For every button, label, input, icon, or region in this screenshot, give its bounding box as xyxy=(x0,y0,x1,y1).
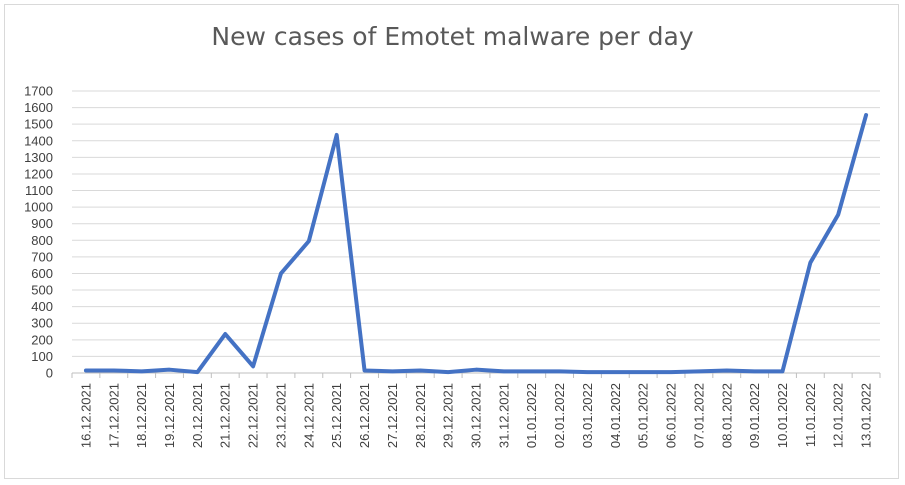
data-point xyxy=(864,113,868,117)
x-tick-label: 20.12.2021 xyxy=(190,383,205,448)
y-tick-label: 0 xyxy=(46,366,53,381)
data-point xyxy=(836,213,840,217)
x-tick-label: 01.01.2022 xyxy=(524,383,539,448)
data-point xyxy=(418,369,422,373)
data-point xyxy=(223,332,227,336)
series-layer xyxy=(83,113,869,375)
data-point xyxy=(112,369,116,373)
data-point xyxy=(84,369,88,373)
data-point xyxy=(168,368,172,372)
data-point xyxy=(585,370,589,374)
x-tick-label: 22.12.2021 xyxy=(246,383,261,448)
x-tick-label: 13.01.2022 xyxy=(859,383,874,448)
y-tick-label: 1100 xyxy=(25,183,53,198)
x-tick-label: 06.01.2022 xyxy=(664,383,679,448)
chart-title: New cases of Emotet malware per day xyxy=(211,22,694,51)
x-tick-label: 23.12.2021 xyxy=(273,383,288,448)
data-point xyxy=(697,369,701,373)
y-tick-label: 1600 xyxy=(24,100,53,115)
y-tick-label: 400 xyxy=(31,299,53,314)
data-point xyxy=(474,368,478,372)
x-tick-label: 27.12.2021 xyxy=(385,383,400,448)
x-tick-label: 24.12.2021 xyxy=(301,383,316,448)
x-tick-label: 21.12.2021 xyxy=(218,383,233,448)
y-tick-label: 100 xyxy=(31,349,53,364)
data-point xyxy=(446,370,450,374)
y-tick-label: 700 xyxy=(31,249,53,264)
x-tick-label: 17.12.2021 xyxy=(106,383,121,448)
x-tick-label: 09.01.2022 xyxy=(747,383,762,448)
data-point xyxy=(307,239,311,243)
x-tick-label: 18.12.2021 xyxy=(134,383,149,448)
data-point xyxy=(808,261,812,265)
data-point xyxy=(502,369,506,373)
gridlines xyxy=(72,90,880,374)
data-point xyxy=(558,369,562,373)
x-tick-label: 30.12.2021 xyxy=(469,383,484,448)
y-tick-label: 1400 xyxy=(24,133,53,148)
x-tick-label: 04.01.2022 xyxy=(608,383,623,448)
y-tick-label: 1300 xyxy=(24,150,53,165)
data-point xyxy=(613,370,617,374)
x-tick-label: 26.12.2021 xyxy=(357,383,372,448)
x-tick-label: 03.01.2022 xyxy=(580,383,595,448)
y-tick-label: 500 xyxy=(31,283,53,298)
x-tick-label: 25.12.2021 xyxy=(329,383,344,448)
y-tick-label: 800 xyxy=(31,233,53,248)
x-tick-label: 19.12.2021 xyxy=(162,383,177,448)
x-tick-label: 29.12.2021 xyxy=(441,383,456,448)
x-tick-label: 28.12.2021 xyxy=(413,383,428,448)
x-axis-ticks: 16.12.2021 17.12.2021 18.12.2021 19.12.2021… xyxy=(71,373,881,448)
data-point xyxy=(251,364,255,368)
data-point xyxy=(335,133,339,137)
series-line xyxy=(83,113,869,375)
x-tick-label: 12.01.2022 xyxy=(831,383,846,448)
chart-frame xyxy=(4,4,899,479)
x-tick-label: 16.12.2021 xyxy=(78,383,93,448)
x-tick-label: 05.01.2022 xyxy=(636,383,651,448)
data-point xyxy=(390,369,394,373)
y-tick-label: 1000 xyxy=(24,200,53,215)
data-point xyxy=(669,370,673,374)
y-tick-label: 1700 xyxy=(24,84,53,99)
data-point xyxy=(363,369,367,373)
x-tick-label: 08.01.2022 xyxy=(719,383,734,448)
data-point xyxy=(140,369,144,373)
y-tick-label: 900 xyxy=(31,216,53,231)
x-tick-label: 11.01.2022 xyxy=(803,383,818,447)
data-point xyxy=(279,271,283,275)
data-point xyxy=(195,370,199,374)
y-tick-label: 600 xyxy=(31,266,53,281)
data-point xyxy=(641,370,645,374)
x-tick-label: 07.01.2022 xyxy=(691,383,706,448)
data-point xyxy=(530,369,534,373)
y-tick-label: 1500 xyxy=(24,117,53,132)
data-point xyxy=(780,369,784,373)
y-tick-label: 200 xyxy=(31,332,53,347)
x-tick-label: 10.01.2022 xyxy=(775,383,790,448)
x-tick-label: 31.12.2021 xyxy=(496,383,511,448)
data-point xyxy=(753,369,757,373)
y-tick-label: 1200 xyxy=(24,166,53,181)
data-point xyxy=(725,369,729,373)
x-tick-label: 02.01.2022 xyxy=(552,383,567,448)
y-tick-label: 300 xyxy=(31,316,53,331)
